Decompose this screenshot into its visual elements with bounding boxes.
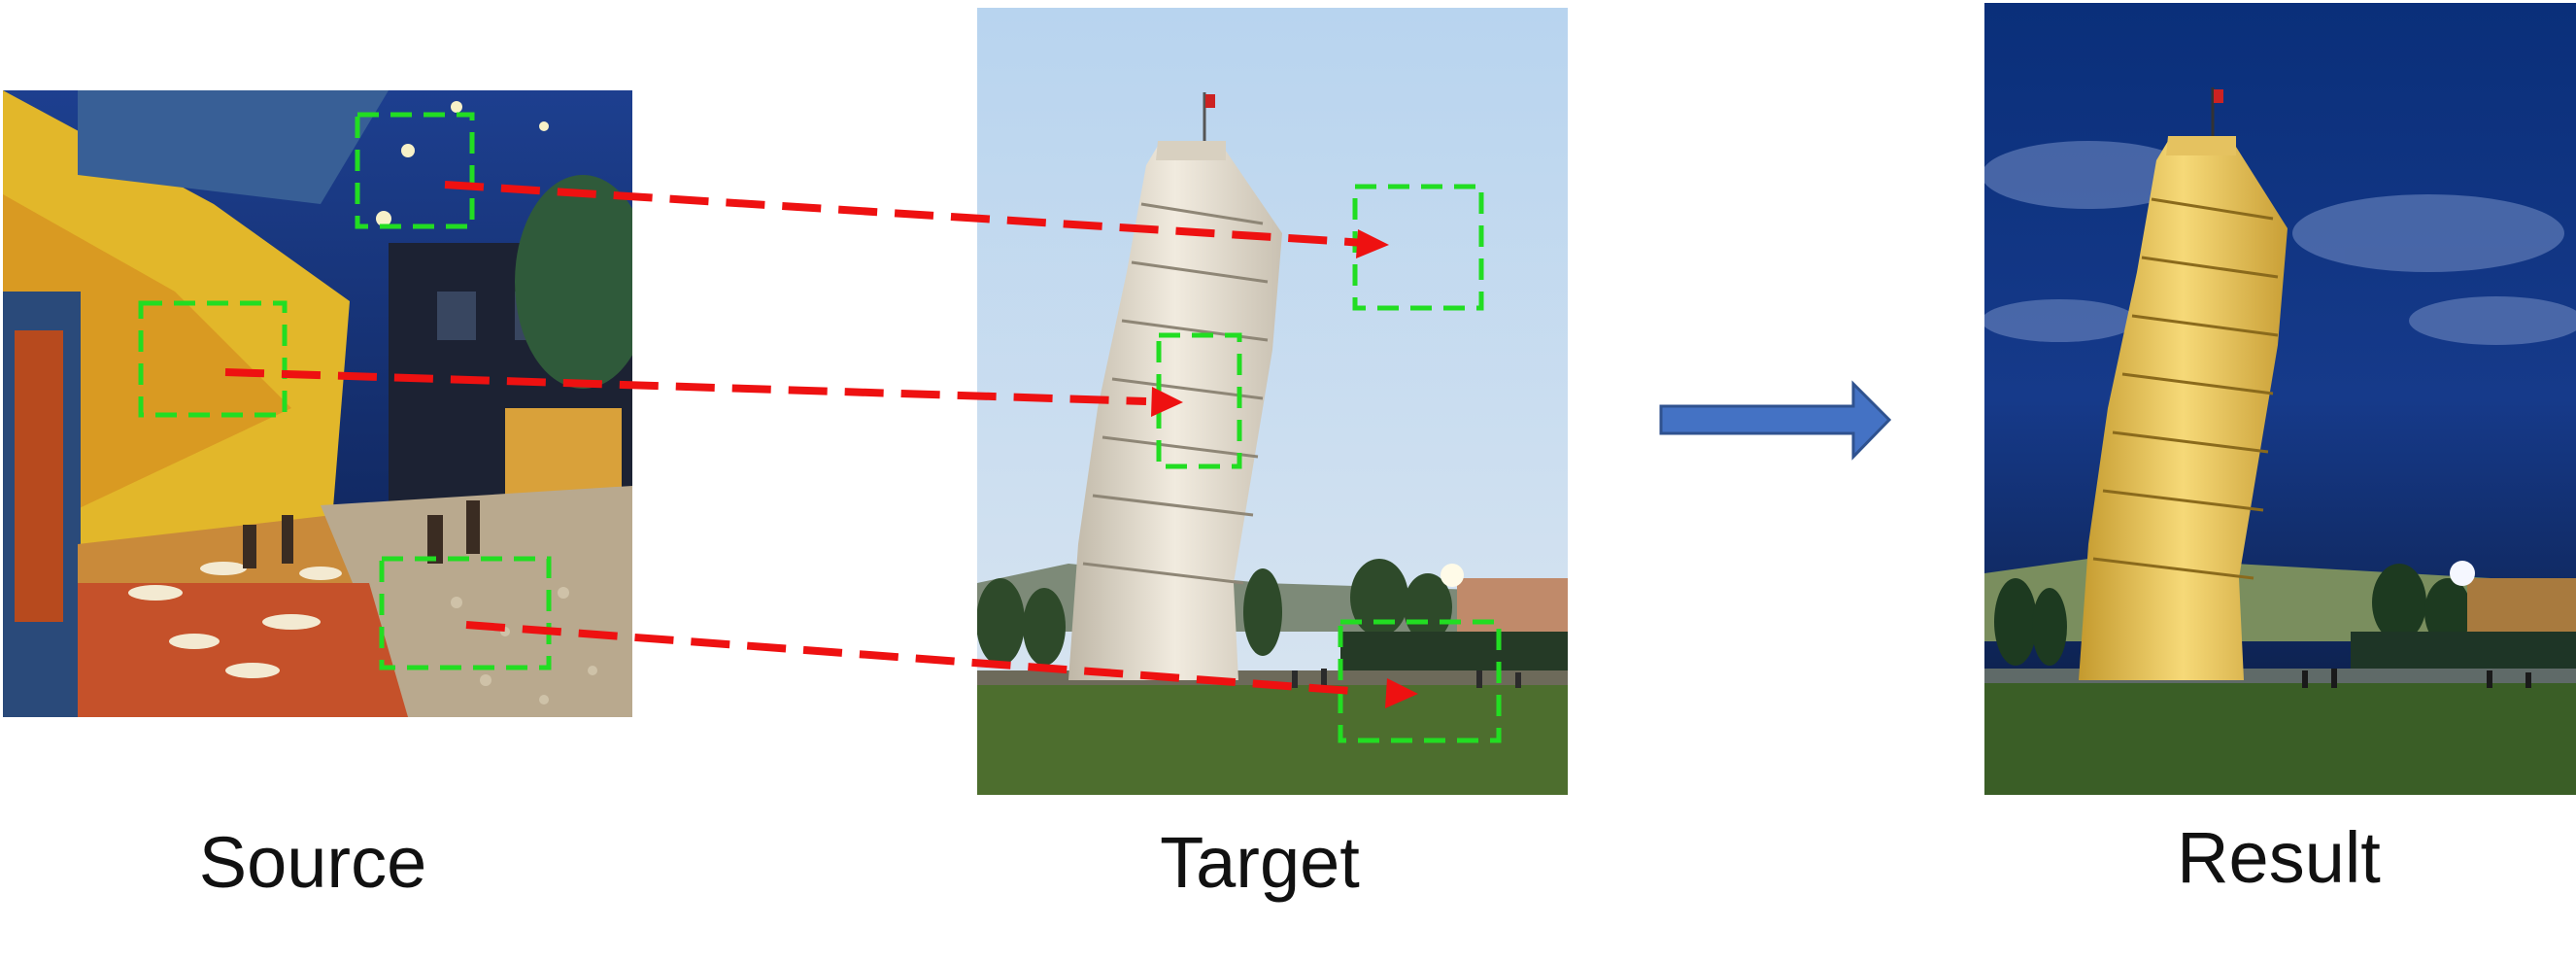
source-patch-sky [355, 112, 475, 229]
lawn [977, 680, 1568, 795]
target-photo [977, 8, 1568, 795]
people [243, 500, 480, 568]
cafe-tables [128, 562, 342, 678]
arrow-sky [444, 181, 1366, 247]
arrow-head-sky [1356, 229, 1389, 258]
arrow-lawn [465, 621, 1366, 696]
cobblestones [451, 587, 597, 704]
tree [515, 175, 632, 389]
arrow-heads [1151, 229, 1418, 708]
source-patch-awning [138, 300, 288, 418]
arrow-head-lawn [1385, 678, 1418, 708]
transfer-arrow-icon [1659, 380, 1892, 461]
correspondence-arrows [224, 181, 1366, 696]
stylized-tower [2079, 87, 2288, 680]
source-patch-terrace [379, 556, 552, 670]
target-patch-lawn [1338, 619, 1502, 743]
target-patch-sky [1352, 184, 1484, 311]
caption-result: Result [2177, 817, 2381, 898]
clouds [1984, 141, 2576, 345]
caption-target: Target [1160, 822, 1360, 903]
target-patch-tower [1156, 332, 1242, 469]
stylized-lawn [1984, 680, 2576, 795]
patch-boxes [138, 112, 1502, 743]
arrow-tower [224, 368, 1147, 405]
result-image [1984, 3, 2576, 795]
tourists [1292, 669, 1521, 688]
building [1457, 578, 1568, 636]
arrow-head-tower [1151, 387, 1183, 417]
caption-source: Source [198, 822, 427, 903]
source-painting [3, 90, 632, 717]
leaning-tower [1068, 92, 1282, 680]
